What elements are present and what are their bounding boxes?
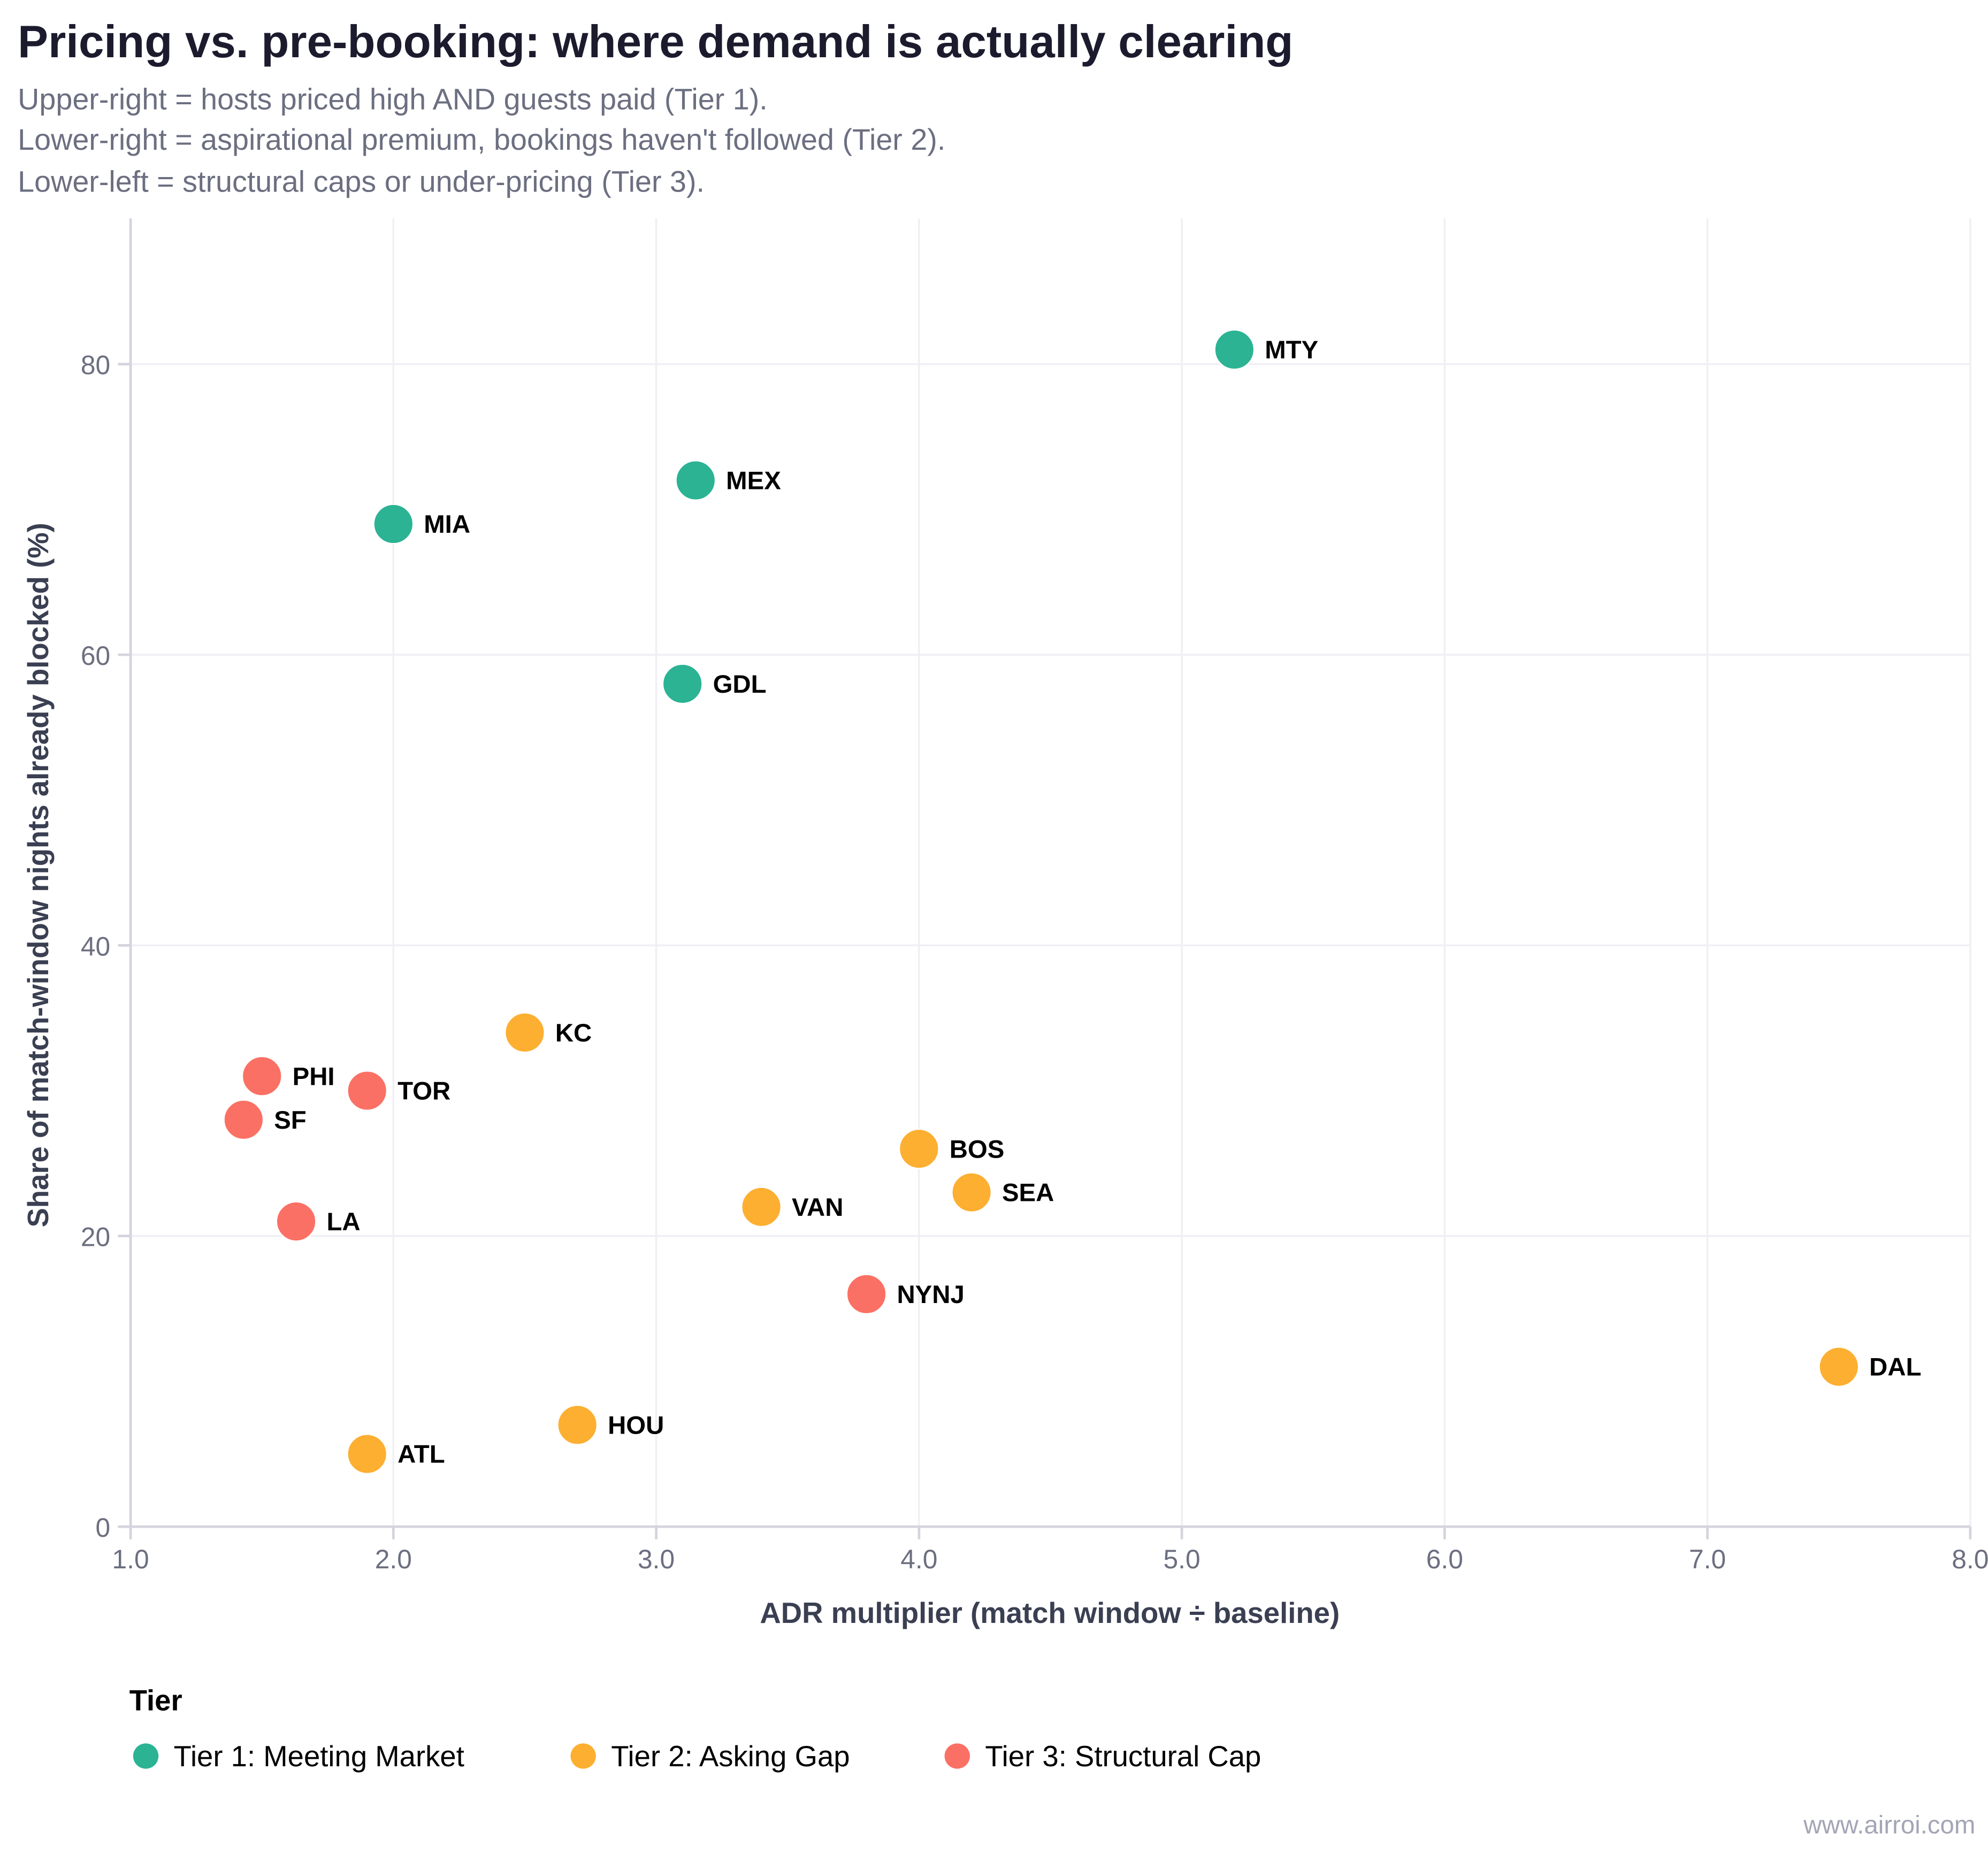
x-tick-label: 2.0 xyxy=(375,1544,412,1574)
point-label-hou: HOU xyxy=(608,1411,664,1439)
subtitle-line-1: Upper-right = hosts priced high AND gues… xyxy=(18,82,768,116)
legend-title: Tier xyxy=(129,1684,182,1717)
data-point-tor[interactable] xyxy=(347,1070,388,1111)
point-label-atl: ATL xyxy=(397,1441,445,1469)
legend-label-tier-3[interactable]: Tier 3: Structural Cap xyxy=(985,1740,1261,1773)
subtitle-line-2: Lower-right = aspirational premium, book… xyxy=(18,123,945,156)
x-tick-label: 1.0 xyxy=(112,1544,149,1574)
legend-label-tier-1[interactable]: Tier 1: Meeting Market xyxy=(174,1740,464,1773)
point-label-gdl: GDL xyxy=(713,670,767,699)
legend-label-tier-2[interactable]: Tier 2: Asking Gap xyxy=(611,1740,850,1773)
x-tick-label: 7.0 xyxy=(1689,1544,1726,1574)
point-label-mex: MEX xyxy=(726,467,781,495)
data-point-hou[interactable] xyxy=(557,1404,598,1445)
y-tick-label: 40 xyxy=(81,931,110,961)
x-axis-title: ADR multiplier (match window ÷ baseline) xyxy=(760,1597,1340,1629)
x-tick-label: 5.0 xyxy=(1163,1544,1200,1574)
data-point-atl[interactable] xyxy=(347,1434,388,1475)
data-point-bos[interactable] xyxy=(898,1128,939,1169)
x-tick-label: 8.0 xyxy=(1952,1544,1988,1574)
point-label-van: VAN xyxy=(792,1193,844,1222)
point-label-mty: MTY xyxy=(1265,336,1318,364)
point-label-tor: TOR xyxy=(397,1077,450,1106)
data-point-sea[interactable] xyxy=(951,1172,992,1213)
y-axis-title: Share of match-window nights already blo… xyxy=(22,523,55,1227)
point-label-la: LA xyxy=(326,1208,360,1236)
y-tick-label: 0 xyxy=(96,1513,111,1543)
legend-swatch-tier-3 xyxy=(944,1743,970,1769)
data-point-mty[interactable] xyxy=(1214,329,1255,370)
y-tick-label: 60 xyxy=(81,641,110,671)
data-point-gdl[interactable] xyxy=(662,663,703,704)
legend: Tier Tier 1: Meeting Market Tier 2: Askin… xyxy=(129,1684,1261,1773)
point-label-sea: SEA xyxy=(1002,1179,1054,1207)
point-label-sf: SF xyxy=(274,1106,307,1135)
data-point-la[interactable] xyxy=(276,1201,317,1242)
data-points: MTY MEX MIA GDL KC BOS SEA VAN DAL HOU ATL PHI TOR SF… xyxy=(223,329,1921,1475)
data-point-nynj[interactable] xyxy=(846,1274,887,1315)
legend-swatch-tier-2 xyxy=(570,1743,596,1769)
data-point-van[interactable] xyxy=(741,1186,782,1228)
point-label-dal: DAL xyxy=(1869,1353,1921,1382)
data-point-phi[interactable] xyxy=(241,1055,282,1097)
x-tick-label: 4.0 xyxy=(900,1544,937,1574)
point-label-mia: MIA xyxy=(424,510,470,539)
axes: 1.0 2.0 3.0 4.0 5.0 6.0 7.0 8.0 0 20 40 60 80 xyxy=(81,218,1988,1574)
point-label-phi: PHI xyxy=(293,1062,335,1091)
point-label-kc: KC xyxy=(555,1019,592,1047)
gridlines xyxy=(129,218,1971,1527)
legend-swatch-tier-1 xyxy=(133,1743,159,1769)
data-point-kc[interactable] xyxy=(504,1012,545,1053)
chart-title: Pricing vs. pre-booking: where demand is… xyxy=(18,17,1293,67)
x-tick-label: 6.0 xyxy=(1426,1544,1463,1574)
y-tick-label: 80 xyxy=(81,350,110,380)
watermark: www.airroi.com xyxy=(1803,1811,1975,1839)
data-point-mia[interactable] xyxy=(373,503,414,545)
data-point-mex[interactable] xyxy=(675,460,716,501)
data-point-sf[interactable] xyxy=(223,1099,264,1140)
x-tick-label: 3.0 xyxy=(638,1544,675,1574)
point-label-bos: BOS xyxy=(950,1135,1005,1163)
data-point-dal[interactable] xyxy=(1818,1346,1860,1388)
point-label-nynj: NYNJ xyxy=(897,1281,964,1309)
y-tick-label: 20 xyxy=(81,1222,110,1252)
subtitle-line-3: Lower-left = structural caps or under-pr… xyxy=(18,165,705,198)
